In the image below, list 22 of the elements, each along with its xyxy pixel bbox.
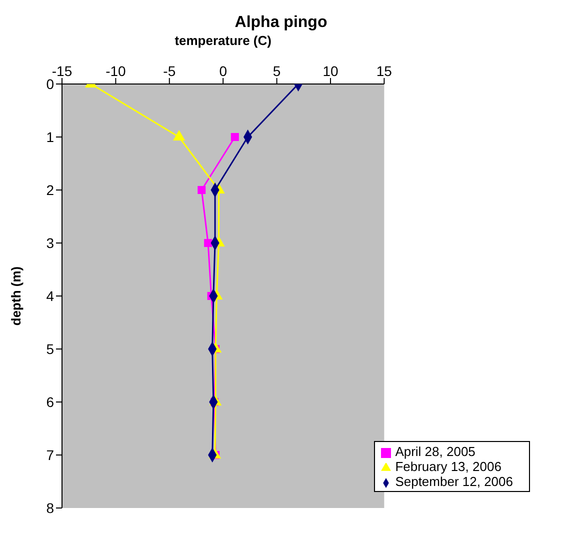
x-axis-title: temperature (C): [174, 33, 272, 48]
y-tick-label: 3: [46, 234, 54, 251]
y-tick-label: 4: [46, 288, 54, 304]
y-tick-label: 8: [46, 500, 54, 516]
x-tick-label: -5: [163, 63, 176, 79]
x-tick-label: 10: [322, 63, 338, 79]
x-tick-label: -15: [52, 63, 72, 79]
y-axis-title: depth (m): [8, 266, 24, 326]
y-tick-label: 2: [46, 182, 54, 198]
chart-title: Alpha pingo: [234, 13, 328, 32]
y-tick-label: 5: [46, 340, 54, 357]
x-tick-label: 15: [376, 63, 392, 79]
x-tick-label: -10: [106, 63, 126, 79]
y-tick-label: 1: [46, 128, 54, 145]
x-tick-label: 5: [272, 63, 281, 79]
legend-label: September 12, 2006: [395, 474, 513, 489]
y-tick-label: 6: [46, 394, 54, 410]
x-tick-label: 0: [219, 63, 228, 79]
legend-label: February 13, 2006: [395, 459, 502, 474]
y-tick-label: 0: [46, 76, 54, 92]
legend-label: April 28, 2005: [395, 444, 476, 459]
y-tick-label: 7: [46, 446, 54, 463]
